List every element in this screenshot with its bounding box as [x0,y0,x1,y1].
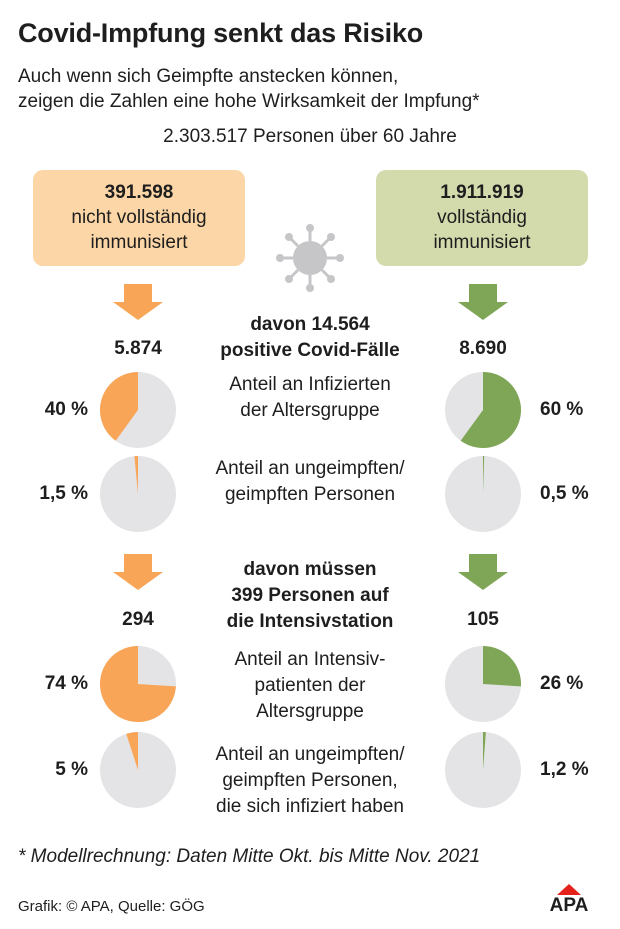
arrow-down-vaccinated-infections [458,284,508,320]
pie-share-infected-unvaccinated-percent-label: 40 % [44,399,88,420]
footnote: * Modellrechnung: Daten Mitte Okt. bis M… [18,846,481,867]
row-label-share-icu-line-2: patienten der [254,675,366,696]
arrow-down-vaccinated-icu [458,554,508,590]
pie-share-icu-unvaccinated-percent-label: 74 % [44,673,88,694]
pie-share-icu-vaccinated-percent-label: 26 % [540,673,584,694]
icu-heading-line-3: die Intensivstation [226,611,394,632]
virus-icon [276,224,344,292]
icu-vaccinated-count: 105 [467,609,499,630]
row-label-share-icu: Anteil an Intensiv- patienten der Alters… [180,647,440,725]
apa-logo-text: APA [550,895,589,916]
icu-heading-line-1: davon müssen [243,559,377,580]
row-label-share-group-infected: Anteil an ungeimpften/ geimpften Persone… [170,456,450,508]
icu-heading-line-2: 399 Personen auf [231,585,389,606]
pie-share-group-icu-vaccinated-slice [483,732,486,770]
pie-share-icu-unvaccinated-slice [99,646,176,722]
pie-share-group-icu-unvaccinated-slice [126,732,138,770]
infections-heading: davon 14.564 positive Covid-Fälle [180,312,440,364]
row-label-share-group-icu-line-3: die sich infiziert haben [216,796,404,817]
row-label-share-icu-line-3: Altersgruppe [256,701,364,722]
infections-vaccinated-count: 8.690 [459,338,507,359]
subtitle-line-2: zeigen die Zahlen eine hohe Wirksamkeit … [18,91,480,112]
pie-share-group-infected-vaccinated-percent-label: 0,5 % [540,483,589,504]
unvaccinated-label-line-1: nicht vollständig [71,207,207,228]
row-label-share-group-icu: Anteil an ungeimpften/ geimpften Persone… [170,742,450,820]
vaccinated-group-box: 1.911.919 vollständig immunisiert [376,170,588,266]
icu-unvaccinated-count: 294 [122,609,154,630]
infections-heading-line-1: davon 14.564 [250,314,370,335]
vaccinated-label-line-2: immunisiert [433,232,531,253]
subtitle: Auch wenn sich Geimpfte anstecken können… [18,64,608,114]
pie-share-group-infected-vaccinated-slice [483,456,485,494]
infections-heading-line-2: positive Covid-Fälle [220,340,400,361]
apa-logo-roof [557,884,581,895]
row-label-share-group-icu-line-2: geimpften Personen, [222,770,398,791]
pie-share-infected-unvaccinated-slice [99,372,138,441]
row-label-share-group-icu-line-1: Anteil an ungeimpften/ [215,744,405,765]
credit-line: Grafik: © APA, Quelle: GÖG [18,898,205,915]
pie-share-group-infected-unvaccinated-percent-label: 1,5 % [39,483,88,504]
pie-share-group-icu-unvaccinated-percent-label: 5 % [55,759,88,780]
row-label-share-infected-line-2: der Altersgruppe [240,400,380,421]
pie-share-group-infected-unvaccinated-slice [134,456,138,494]
infections-unvaccinated-count: 5.874 [114,338,162,359]
unvaccinated-group-box: 391.598 nicht vollständig immunisiert [33,170,245,266]
pie-share-infected-vaccinated-percent-label: 60 % [540,399,584,420]
row-label-share-group-infected-line-2: geimpften Personen [224,484,396,505]
icu-heading: davon müssen 399 Personen auf die Intens… [180,557,440,635]
unvaccinated-label-line-2: immunisiert [90,232,188,253]
total-population-label: 2.303.517 Personen über 60 Jahre [163,126,457,147]
row-label-share-infected: Anteil an Infizierten der Altersgruppe [180,372,440,424]
row-label-share-infected-line-1: Anteil an Infizierten [229,374,391,395]
vaccinated-count: 1.911.919 [440,182,524,203]
subtitle-line-1: Auch wenn sich Geimpfte anstecken können… [18,66,399,87]
vaccinated-label-line-1: vollständig [437,207,527,228]
apa-logo: APA [550,884,589,916]
pie-share-infected-vaccinated-slice [460,372,521,448]
row-label-share-group-infected-line-1: Anteil an ungeimpften/ [215,458,405,479]
row-label-share-icu-line-1: Anteil an Intensiv- [234,649,386,670]
pie-share-icu-vaccinated-slice [483,646,521,687]
arrow-down-unvaccinated-icu [113,554,163,590]
unvaccinated-count: 391.598 [104,182,174,203]
page-title: Covid-Impfung senkt das Risiko [18,18,424,48]
pie-share-group-icu-vaccinated-percent-label: 1,2 % [540,759,589,780]
arrow-down-unvaccinated-infections [113,284,163,320]
